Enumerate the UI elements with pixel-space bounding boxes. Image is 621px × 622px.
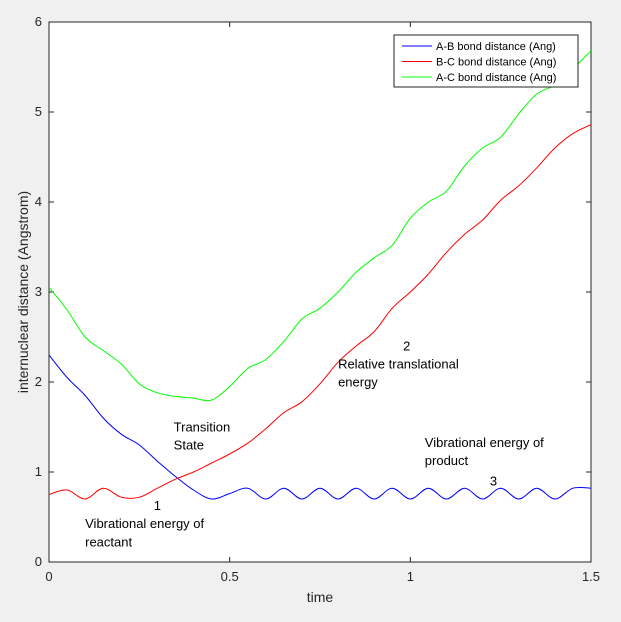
annotation-text: 3 xyxy=(490,474,497,489)
legend: A-B bond distance (Ang) B-C bond distance… xyxy=(393,34,579,88)
legend-label: A-C bond distance (Ang) xyxy=(436,72,556,84)
annotation-text: 2 xyxy=(403,339,410,354)
annotations: 1 Vibrational energy of reactant Transition… xyxy=(85,339,544,550)
y-tick-label: 4 xyxy=(35,194,42,209)
annotation-text: product xyxy=(425,453,469,468)
annotation-text: State xyxy=(174,438,204,453)
series-line-ac xyxy=(49,50,591,402)
series-line-ab xyxy=(49,354,591,500)
annotation-text: Transition xyxy=(174,420,231,435)
annotation-text: 1 xyxy=(154,498,161,513)
annotation-text: Vibrational energy of xyxy=(425,435,544,450)
series-line-bc xyxy=(49,124,591,500)
x-tick-label: 0.5 xyxy=(221,569,239,584)
annotation-text: Relative translational xyxy=(338,357,459,372)
x-tick-label: 1 xyxy=(407,569,414,584)
x-tick-label: 1.5 xyxy=(582,569,600,584)
annotation-text: Vibrational energy of xyxy=(85,516,204,531)
x-tick-label: 0 xyxy=(45,569,52,584)
y-axis-label: internuclear distance (Angstrom) xyxy=(15,191,31,393)
legend-label: B-C bond distance (Ang) xyxy=(436,57,556,69)
x-axis: 0 0.5 1 1.5 xyxy=(45,22,600,584)
series-layer xyxy=(49,50,591,500)
y-tick-label: 5 xyxy=(35,104,42,119)
legend-label: A-B bond distance (Ang) xyxy=(436,41,556,53)
annotation-text: energy xyxy=(338,375,378,390)
y-tick-label: 0 xyxy=(35,554,42,569)
y-tick-label: 1 xyxy=(35,464,42,479)
y-tick-label: 3 xyxy=(35,284,42,299)
annotation-text: reactant xyxy=(85,535,132,550)
plot-area xyxy=(48,21,592,563)
x-axis-label: time xyxy=(307,589,334,605)
y-tick-label: 6 xyxy=(35,14,42,29)
y-tick-label: 2 xyxy=(35,374,42,389)
